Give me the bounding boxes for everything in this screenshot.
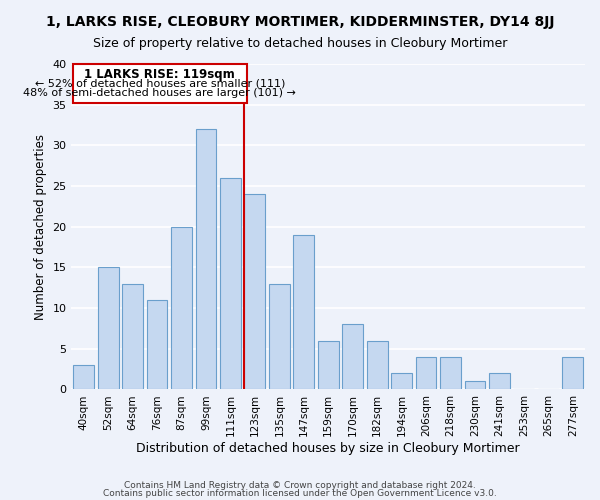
Bar: [562, 357, 583, 390]
Bar: [171, 226, 192, 390]
Bar: [367, 340, 388, 390]
Bar: [269, 284, 290, 390]
Bar: [293, 235, 314, 390]
Text: 1, LARKS RISE, CLEOBURY MORTIMER, KIDDERMINSTER, DY14 8JJ: 1, LARKS RISE, CLEOBURY MORTIMER, KIDDER…: [46, 15, 554, 29]
FancyBboxPatch shape: [73, 64, 247, 103]
Bar: [122, 284, 143, 390]
Bar: [440, 357, 461, 390]
Text: Size of property relative to detached houses in Cleobury Mortimer: Size of property relative to detached ho…: [93, 38, 507, 51]
Bar: [220, 178, 241, 390]
Text: Contains HM Land Registry data © Crown copyright and database right 2024.: Contains HM Land Registry data © Crown c…: [124, 480, 476, 490]
Text: ← 52% of detached houses are smaller (111): ← 52% of detached houses are smaller (11…: [35, 78, 285, 88]
Text: 48% of semi-detached houses are larger (101) →: 48% of semi-detached houses are larger (…: [23, 88, 296, 99]
Bar: [73, 365, 94, 390]
Bar: [196, 129, 217, 390]
Bar: [416, 357, 436, 390]
Y-axis label: Number of detached properties: Number of detached properties: [34, 134, 47, 320]
Text: Contains public sector information licensed under the Open Government Licence v3: Contains public sector information licen…: [103, 489, 497, 498]
Bar: [146, 300, 167, 390]
Bar: [318, 340, 338, 390]
Bar: [98, 268, 119, 390]
Bar: [244, 194, 265, 390]
Bar: [489, 373, 510, 390]
X-axis label: Distribution of detached houses by size in Cleobury Mortimer: Distribution of detached houses by size …: [136, 442, 520, 455]
Bar: [342, 324, 363, 390]
Bar: [391, 373, 412, 390]
Text: 1 LARKS RISE: 119sqm: 1 LARKS RISE: 119sqm: [85, 68, 235, 81]
Bar: [464, 382, 485, 390]
